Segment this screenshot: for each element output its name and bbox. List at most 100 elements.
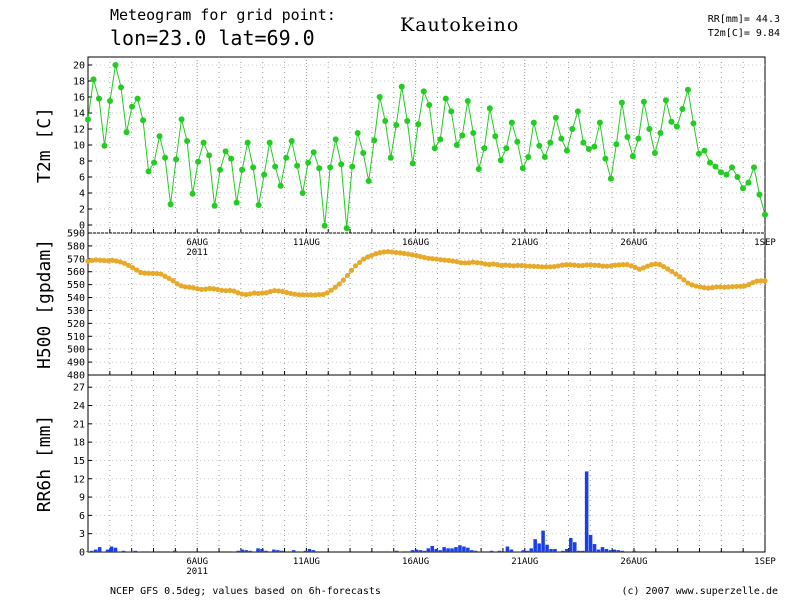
rr6h-bar <box>489 550 494 552</box>
t2m-point <box>244 139 251 146</box>
t2m-point <box>756 191 763 198</box>
rr6h-bar <box>244 550 248 552</box>
y-axis-label: H500 [gpdam] <box>34 239 55 369</box>
t2m-point <box>530 119 537 126</box>
h500-point <box>162 273 168 279</box>
t2m-point <box>585 146 592 152</box>
y-tick-label: 12 <box>73 125 85 136</box>
h500-point <box>340 277 346 283</box>
t2m-point <box>750 164 757 171</box>
h500-point <box>263 290 269 296</box>
t2m-point <box>514 138 521 145</box>
h500-point <box>579 262 586 269</box>
t2m-point <box>464 98 471 104</box>
t2m-point <box>288 138 295 144</box>
rr6h-bar <box>434 548 438 552</box>
t2m-point <box>277 182 284 189</box>
h500-point <box>721 284 728 290</box>
rr6h-bar <box>509 549 514 552</box>
y-tick-label: 490 <box>67 358 85 369</box>
y-tick-label: 24 <box>73 401 85 412</box>
h500-point <box>369 252 375 258</box>
h500-point <box>652 261 659 267</box>
t2m-point <box>420 88 427 95</box>
h500-point <box>717 284 724 290</box>
summary-rr: RR[mm]= 44.3 <box>707 14 780 25</box>
rr6h-bar <box>462 546 466 552</box>
t2m-point <box>255 202 262 208</box>
h500-point <box>211 286 217 292</box>
rr6h-bar <box>600 547 605 552</box>
t2m-point <box>376 94 383 100</box>
h500-point <box>628 263 634 269</box>
t2m-point <box>640 98 647 105</box>
rr6h-bar <box>620 550 625 552</box>
h500-point <box>685 280 691 286</box>
y-tick-label: 20 <box>73 61 85 72</box>
t2m-point <box>123 129 130 136</box>
h500-point <box>296 292 302 298</box>
rr6h-bar <box>422 550 427 552</box>
date-tick-sublabel: 2011 <box>186 567 208 577</box>
t2m-point <box>415 121 422 128</box>
rr6h-bar <box>232 551 237 552</box>
h500-point <box>284 289 290 296</box>
y-tick-label: 6 <box>79 511 85 522</box>
rr6h-bar <box>576 550 581 552</box>
h500-point <box>93 257 99 263</box>
rr6h-bar <box>93 549 98 552</box>
rr6h-bar <box>236 550 241 552</box>
rr6h-bar <box>256 548 260 552</box>
t2m-point <box>382 118 389 124</box>
y-tick-label: 540 <box>67 293 85 304</box>
y-axis-label: RR6h [mm] <box>34 415 55 513</box>
t2m-point <box>684 86 691 93</box>
t2m-point <box>140 117 147 124</box>
rr6h-bar <box>291 550 296 552</box>
t2m-point <box>184 138 191 144</box>
t2m-point <box>690 120 697 127</box>
t2m-point <box>651 150 658 156</box>
t2m-point <box>574 108 581 115</box>
h500-point <box>478 260 484 266</box>
rr6h-bar <box>616 550 621 552</box>
h500-point <box>247 291 253 297</box>
rr6h-bar <box>632 550 636 552</box>
h500-point <box>575 263 582 269</box>
t2m-point <box>409 160 416 167</box>
y-tick-label: 14 <box>73 109 85 120</box>
h500-point <box>527 263 533 269</box>
rr6h-bar <box>588 534 593 552</box>
h500-point <box>754 278 760 284</box>
y-tick-label: 520 <box>67 319 85 330</box>
h500-point <box>393 249 399 256</box>
t2m-point <box>338 161 345 168</box>
t2m-point <box>178 116 185 123</box>
h500-point <box>665 266 671 272</box>
h500-point <box>142 270 148 276</box>
h500-point <box>134 267 140 273</box>
rr6h-bar <box>109 546 114 552</box>
h500-point <box>121 260 128 266</box>
h500-point <box>425 255 432 261</box>
rr6h-bar <box>497 550 502 552</box>
t2m-point <box>591 143 598 150</box>
rr6h-bar <box>477 551 482 552</box>
t2m-point <box>624 134 631 140</box>
h500-point <box>429 256 436 262</box>
y-tick-label: 16 <box>73 93 85 104</box>
rr6h-bar <box>553 548 557 552</box>
h500-point <box>725 284 732 290</box>
h500-point <box>113 258 119 264</box>
h500-point <box>742 283 748 289</box>
h500-point <box>344 272 351 279</box>
t2m-point <box>646 126 653 132</box>
h500-point <box>251 290 257 296</box>
t2m-point <box>305 159 312 166</box>
h500-point <box>458 260 464 266</box>
rr6h-bar <box>628 551 632 552</box>
rr6h-bar <box>505 546 510 552</box>
t2m-point <box>332 136 339 143</box>
y-tick-label: 590 <box>67 229 85 240</box>
t2m-point <box>563 147 570 154</box>
